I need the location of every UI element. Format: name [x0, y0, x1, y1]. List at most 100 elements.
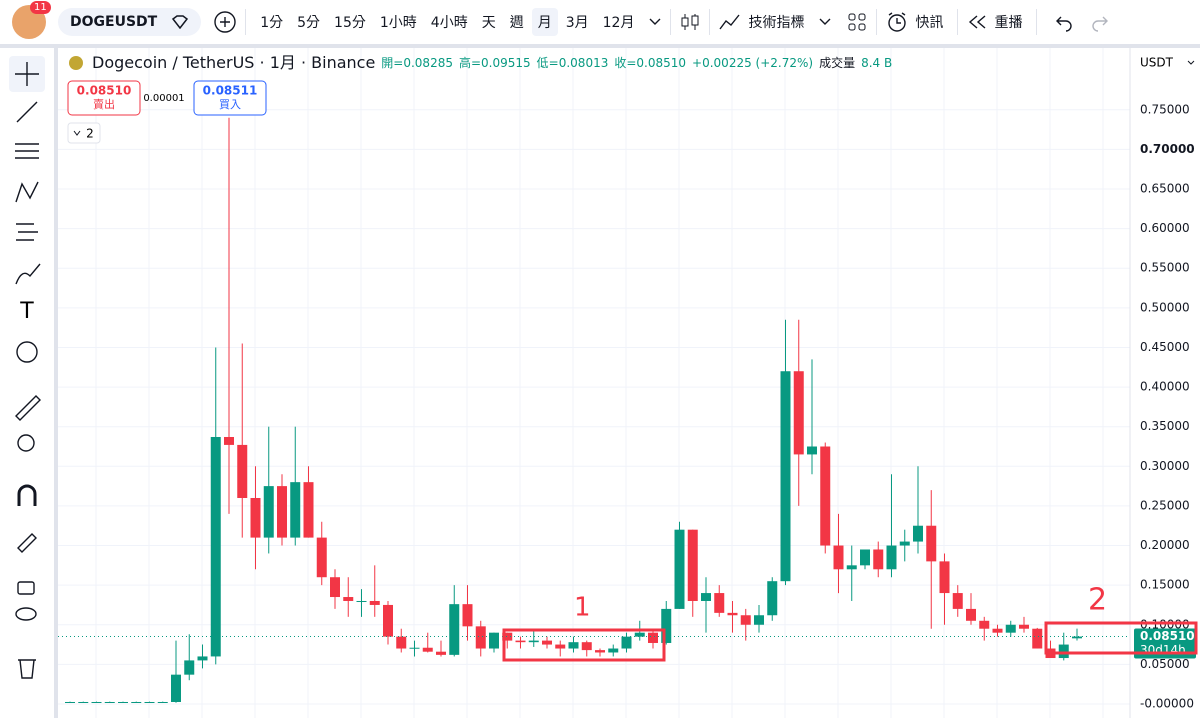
forecast-tool[interactable] [16, 223, 38, 241]
candle-body [714, 593, 725, 613]
notification-badge: 11 [30, 1, 51, 14]
interval-button[interactable]: 5分 [297, 15, 321, 31]
candle-body [992, 628, 1003, 633]
redo-button[interactable] [1089, 11, 1111, 33]
ruler-tool[interactable] [15, 395, 41, 421]
candle-body [290, 482, 301, 538]
candle-body [780, 371, 791, 582]
lock-tool[interactable] [17, 581, 35, 595]
candle-body [926, 525, 937, 562]
collapse-count: 2 [86, 127, 94, 141]
interval-button[interactable]: 天 [481, 15, 496, 31]
candle-body [952, 593, 963, 609]
drawing-toolbar: T [0, 48, 58, 718]
brush-tool[interactable] [15, 263, 41, 285]
y-tick-label: 0.05000 [1140, 657, 1190, 671]
fib-tool[interactable] [15, 143, 39, 159]
candle-body [78, 701, 89, 703]
candle-body [157, 701, 168, 703]
y-tick-label: 0.20000 [1140, 538, 1190, 552]
interval-button[interactable]: 15分 [334, 15, 366, 31]
candle-body [807, 446, 817, 455]
candle-body [65, 701, 75, 703]
candle-body [263, 486, 274, 538]
candle-body [767, 581, 778, 616]
drawing-tools: T [9, 56, 45, 679]
candle-body [542, 640, 552, 645]
candle-body [343, 597, 354, 601]
replay-icon[interactable] [966, 11, 988, 33]
zoom-tool[interactable] [17, 434, 35, 452]
symbol-search[interactable]: DOGEUSDT [58, 8, 202, 36]
buy-button [193, 80, 267, 116]
y-tick-label: 0.25000 [1140, 498, 1190, 512]
pattern-tool[interactable] [15, 181, 39, 203]
interval-button[interactable]: 週 [509, 15, 524, 31]
symbol: DOGEUSDT [70, 14, 158, 30]
undo-button[interactable] [1053, 11, 1075, 33]
avatar[interactable]: 11 [12, 1, 51, 39]
interval-button[interactable]: 12月 [602, 15, 635, 31]
alerts-button[interactable]: 快訊 [915, 15, 944, 31]
interval-button[interactable]: 1分 [260, 15, 284, 31]
emoji-tool[interactable] [16, 341, 38, 363]
chart-pane: -0.000000.050000.100000.150000.200000.25… [58, 48, 1198, 718]
chart-type-button[interactable] [679, 11, 701, 33]
candle-body [913, 525, 923, 542]
dropdown-arrow[interactable] [648, 17, 662, 27]
ohlc-value: 開=0.08285 [381, 56, 453, 70]
separator [876, 9, 878, 35]
alert-icon[interactable] [885, 10, 909, 34]
ohlc-value: 8.4 B [861, 56, 892, 70]
layouts-button[interactable] [846, 11, 868, 33]
interval-button[interactable]: 1小時 [379, 15, 417, 31]
interval-button[interactable]: 月 [531, 8, 558, 36]
candle-body [634, 632, 645, 637]
ohlc-value: +0.00225 (+2.72%) [692, 56, 813, 70]
spread: 0.00001 [143, 93, 184, 104]
interval-button[interactable]: 4小時 [430, 15, 468, 31]
candle-body [846, 565, 857, 570]
visibility-tool[interactable] [15, 607, 37, 621]
diamond-icon [172, 15, 189, 29]
candle-body [966, 608, 976, 621]
candle-body [383, 604, 393, 637]
buy-price: 0.08511 [203, 84, 258, 98]
trendline-tool[interactable] [16, 101, 38, 123]
candle-body [793, 371, 804, 455]
candle-body [250, 497, 261, 538]
compare-button[interactable] [213, 10, 237, 34]
delete-tool[interactable] [18, 659, 36, 679]
candle-body [224, 436, 234, 445]
candle-body [462, 604, 473, 627]
y-tick-label: 0.75000 [1140, 102, 1190, 116]
candle-body [475, 626, 486, 649]
indicators-button[interactable]: 技術指標 [748, 15, 805, 31]
candle-body [833, 545, 844, 570]
replay-button[interactable]: 重播 [994, 15, 1023, 31]
indicators-icon[interactable] [718, 11, 742, 33]
candle-body [210, 436, 221, 657]
crosshair-tool[interactable] [15, 62, 39, 86]
draw-mode-tool[interactable] [17, 533, 37, 553]
interval-group: 1分 5分 15分 1小時 4小時天週月 3月 12月 [254, 8, 640, 36]
y-tick-label: 0.15000 [1140, 578, 1190, 592]
collapse-button [67, 122, 101, 144]
symbol-logo [69, 56, 83, 70]
y-tick-label: 0.70000 [1140, 142, 1195, 156]
annotation: 1 [574, 593, 591, 623]
candle-body [330, 577, 340, 598]
ohlc-value: 收=0.08510 [614, 56, 686, 70]
y-tick-label: 0.55000 [1140, 261, 1190, 275]
magnet-tool[interactable] [17, 484, 37, 506]
annotation-box [502, 628, 666, 662]
dropdown-arrow[interactable] [818, 17, 832, 27]
candle-body [674, 529, 685, 609]
candle-body [1058, 644, 1069, 659]
candle-body [409, 647, 420, 649]
y-tick-label: 0.60000 [1140, 221, 1190, 235]
candle-body [171, 674, 181, 702]
text-tool[interactable]: T [19, 299, 34, 324]
interval-button[interactable]: 3月 [565, 15, 589, 31]
sell-price: 0.08510 [77, 84, 132, 98]
